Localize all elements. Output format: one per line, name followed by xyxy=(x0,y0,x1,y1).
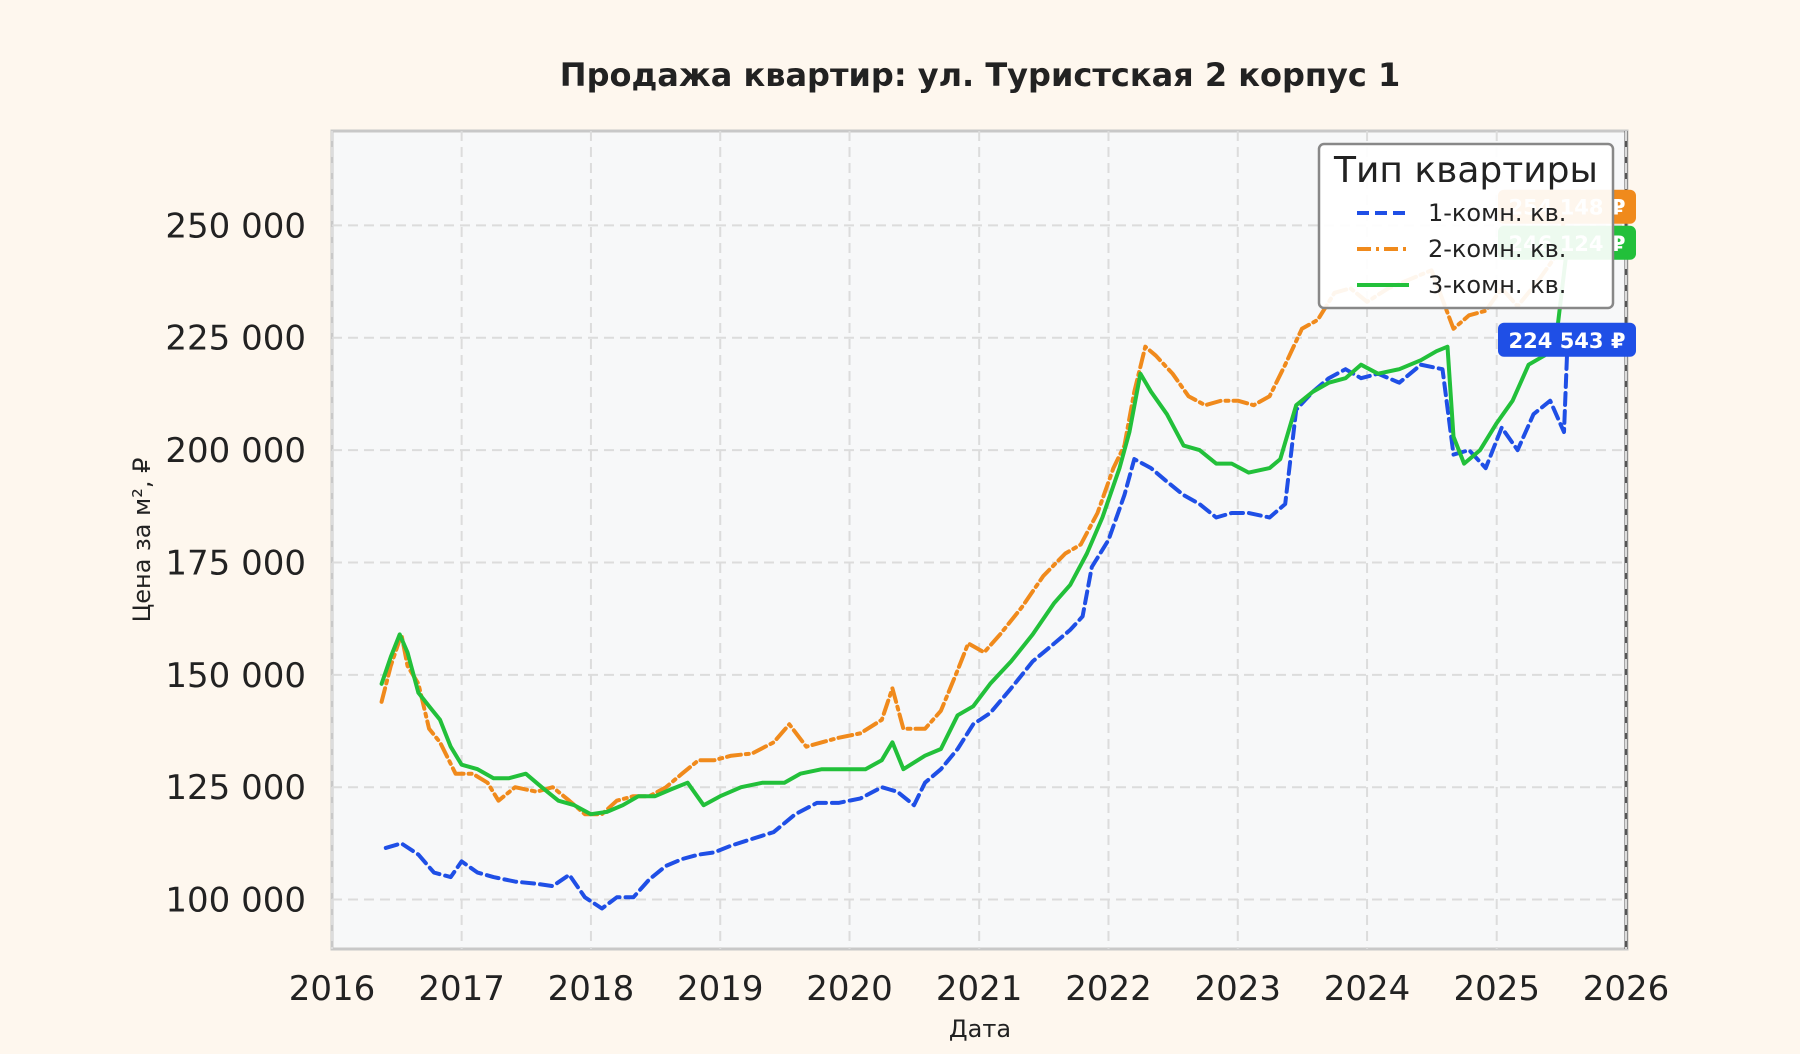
y-tick-label: 175 000 xyxy=(165,543,306,583)
series-line-1 xyxy=(383,337,1570,911)
y-tick-label: 200 000 xyxy=(165,431,306,471)
y-axis-label: Цена за м², ₽ xyxy=(128,458,156,623)
legend-label-1: 1-комн. кв. xyxy=(1428,199,1566,227)
end-label-text: 224 543 ₽ xyxy=(1509,329,1626,353)
y-tick-label: 250 000 xyxy=(165,206,306,246)
legend-items: 1-комн. кв. 2-комн. кв. 3-комн. кв. xyxy=(1357,199,1566,299)
x-axis-label: Дата xyxy=(949,1015,1011,1043)
x-tick-label: 2024 xyxy=(1324,969,1411,1009)
end-label-box xyxy=(1498,322,1636,357)
legend-label-3: 3-комн. кв. xyxy=(1428,271,1566,299)
legend-box xyxy=(1317,142,1615,310)
chart-title: Продажа квартир: ул. Туристская 2 корпус… xyxy=(560,56,1400,94)
legend-label-2: 2-комн. кв. xyxy=(1428,235,1566,263)
x-tick-label: 2019 xyxy=(677,969,764,1009)
y-tick-label: 100 000 xyxy=(165,881,306,921)
grid-lines xyxy=(331,131,1627,949)
x-tick-label: 2023 xyxy=(1194,969,1281,1009)
x-tick-label: 2025 xyxy=(1453,969,1540,1009)
x-tick-label: 2017 xyxy=(418,969,505,1009)
y-tick-label: 125 000 xyxy=(165,768,306,808)
y-axis: 100 000 125 000 150 000 175 000 200 000 225 0… xyxy=(165,206,306,920)
y-tick-label: 150 000 xyxy=(165,656,306,696)
legend: Тип квартиры 1-комн. кв. 2-комн. кв. 3-ком… xyxy=(1317,142,1615,310)
x-tick-label: 2016 xyxy=(289,969,376,1009)
x-tick-label: 2022 xyxy=(1065,969,1152,1009)
x-axis: 2016 2017 2018 2019 2020 2021 2022 2023 2024 2025… xyxy=(289,969,1670,1009)
legend-title: Тип квартиры xyxy=(1333,150,1598,191)
x-tick-label: 2020 xyxy=(806,969,893,1009)
series-line-3 xyxy=(379,240,1570,817)
x-tick-label: 2026 xyxy=(1583,969,1670,1009)
y-tick-label: 225 000 xyxy=(165,319,306,359)
x-tick-label: 2021 xyxy=(936,969,1023,1009)
x-tick-label: 2018 xyxy=(548,969,635,1009)
end-label-1: 224 543 ₽ xyxy=(1498,322,1636,357)
